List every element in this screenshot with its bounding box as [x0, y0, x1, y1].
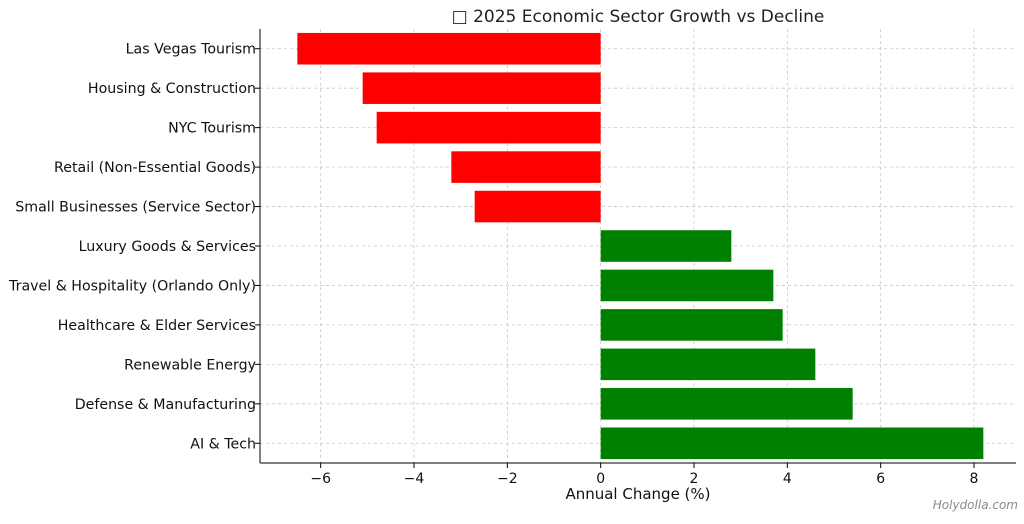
- x-tick-label: −6: [310, 471, 331, 487]
- bar: [600, 309, 783, 341]
- x-tick-label: 0: [596, 471, 605, 487]
- y-tick-label: Las Vegas Tourism: [126, 42, 256, 58]
- bar: [376, 111, 601, 144]
- axis-labels: −6 −4 −2 0 2 4 6 8 Las Vegas Tourism Housing & Co…: [8, 42, 978, 487]
- bar: [600, 427, 984, 460]
- x-tick-label: −2: [497, 471, 518, 487]
- bar: [600, 348, 816, 381]
- y-tick-label: Retail (Non-Essential Goods): [54, 160, 256, 176]
- y-tick-label: Defense & Manufacturing: [75, 397, 256, 413]
- bar: [297, 32, 601, 65]
- y-tick-label: Luxury Goods & Services: [79, 239, 256, 255]
- y-tick-label: AI & Tech: [190, 436, 256, 452]
- y-tick-label: Renewable Energy: [124, 357, 256, 373]
- y-tick-label: Travel & Hospitality (Orlando Only): [8, 278, 256, 294]
- watermark: Holydolla.com: [932, 498, 1018, 512]
- bar: [600, 230, 732, 262]
- x-tick-label: 4: [783, 471, 792, 487]
- axes: [255, 29, 1016, 468]
- y-tick-label: Small Businesses (Service Sector): [15, 200, 256, 216]
- bar: [600, 269, 774, 302]
- x-tick-label: 8: [970, 471, 979, 487]
- x-tick-label: −4: [404, 471, 425, 487]
- bar: [451, 151, 601, 183]
- x-tick-label: 2: [690, 471, 699, 487]
- bar: [474, 190, 601, 223]
- y-tick-label: Housing & Construction: [88, 81, 256, 97]
- x-axis-label: Annual Change (%): [565, 485, 710, 503]
- x-tick-label: 6: [876, 471, 885, 487]
- y-tick-label: NYC Tourism: [168, 121, 256, 137]
- y-tick-label: Healthcare & Elder Services: [58, 318, 256, 334]
- bar: [600, 388, 853, 420]
- bars: [297, 32, 984, 460]
- bar: [362, 72, 601, 104]
- chart-title: □ 2025 Economic Sector Growth vs Decline: [452, 7, 825, 27]
